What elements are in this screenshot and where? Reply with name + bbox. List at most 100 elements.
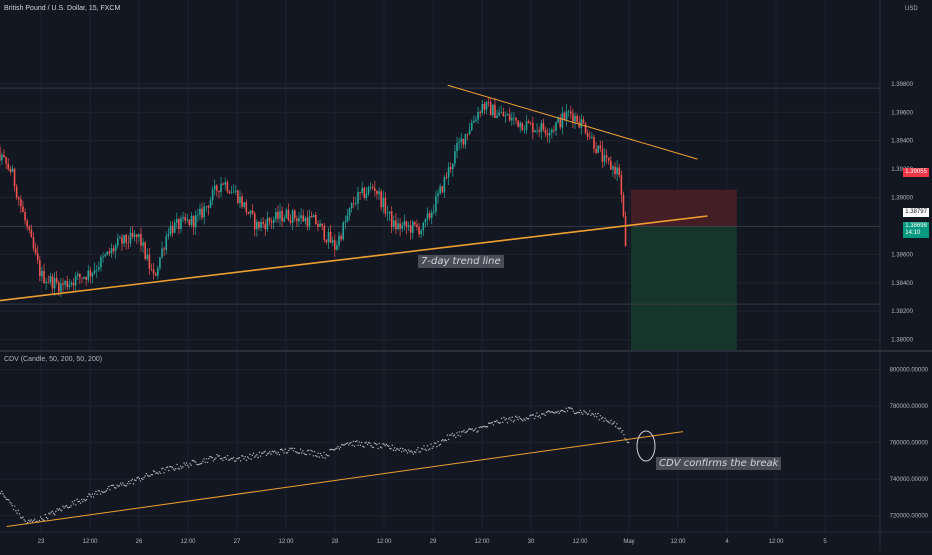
candle-body — [524, 130, 526, 131]
candle-body — [140, 234, 142, 246]
cdv-point — [580, 410, 581, 411]
cdv-point — [272, 451, 273, 452]
cdv-point — [118, 486, 119, 487]
cdv-point — [206, 458, 207, 459]
price-tick-label: 1.38000 — [891, 338, 913, 344]
cdv-point — [126, 485, 127, 486]
cdv-point — [582, 413, 583, 414]
cdv-point — [195, 462, 196, 463]
candle-body — [157, 268, 159, 275]
time-tick-label: 12:00 — [474, 539, 490, 545]
candle-body — [229, 191, 231, 193]
cdv-point — [229, 459, 230, 460]
candle-body — [323, 226, 325, 240]
indicator-title[interactable]: CDV (Candle, 50, 200, 50, 200) — [4, 356, 102, 363]
candle-body — [338, 236, 340, 246]
candle-body — [277, 212, 279, 219]
cdv-point — [308, 450, 309, 451]
candle-body — [106, 252, 108, 255]
candle-body — [176, 219, 178, 223]
cdv-point — [42, 519, 43, 520]
cdv-point — [268, 452, 269, 453]
candle-body — [3, 155, 5, 157]
cdv-point — [428, 449, 429, 450]
candle-body — [378, 191, 380, 194]
cdv-point — [158, 473, 159, 474]
cdv-point — [79, 501, 80, 502]
candle-body — [538, 130, 540, 132]
cdv-point — [586, 412, 587, 413]
cdv-point — [52, 510, 53, 511]
cdv-point — [316, 456, 317, 457]
cdv-point — [422, 448, 423, 449]
time-tick-label: May — [623, 539, 634, 545]
candle-body — [73, 283, 75, 286]
candle-body — [16, 186, 18, 197]
candle-body — [47, 282, 49, 283]
cdv-point — [519, 416, 520, 417]
candle-body — [155, 274, 157, 276]
cdv-point — [579, 412, 580, 413]
cdv-point — [467, 430, 468, 431]
candle-body — [296, 218, 298, 221]
cdv-point — [562, 410, 563, 411]
cdv-point — [533, 414, 534, 415]
cdv-point — [113, 485, 114, 486]
cdv-point — [225, 457, 226, 458]
candle-body — [490, 102, 492, 115]
cdv-point — [513, 421, 514, 422]
cdv-point — [34, 518, 35, 519]
cdv-point — [440, 444, 441, 445]
cdv-point — [537, 416, 538, 417]
symbol-title[interactable]: British Pound / U.S. Dollar, 15, FXCM — [4, 5, 120, 12]
cdv-point — [257, 457, 258, 458]
price-tick-label: 1.39000 — [891, 196, 913, 202]
cdv-point — [388, 446, 389, 447]
cdv-point — [514, 420, 515, 421]
cdv-point — [401, 451, 402, 452]
candle-body — [248, 212, 250, 214]
cdv-point — [140, 480, 141, 481]
cdv-point — [96, 494, 97, 495]
cdv-point — [322, 457, 323, 458]
candle-body — [199, 209, 201, 215]
candle-body — [334, 240, 336, 249]
candle-body — [119, 237, 121, 238]
cdv-point — [249, 454, 250, 455]
cdv-point — [305, 454, 306, 455]
cdv-point — [420, 451, 421, 452]
cdv-point — [75, 504, 76, 505]
cdv-point — [73, 503, 74, 504]
candle-body — [224, 182, 226, 185]
candle-body — [130, 233, 132, 244]
stop-price-badge: 1.39055 — [903, 168, 929, 177]
cdv-point — [323, 452, 324, 453]
cdv-point — [370, 445, 371, 446]
cdv-point — [564, 411, 565, 412]
cdv-point — [352, 445, 353, 446]
cdv-point — [174, 469, 175, 470]
cdv-point — [355, 441, 356, 442]
candle-body — [41, 271, 43, 276]
candle-body — [250, 211, 252, 214]
cdv-point — [466, 431, 467, 432]
candle-body — [1, 155, 3, 161]
candle-body — [397, 223, 399, 229]
cdv-point — [286, 452, 287, 453]
price-tick-label: 1.38200 — [891, 309, 913, 315]
cdv-point — [1, 491, 2, 492]
cdv-point — [436, 446, 437, 447]
cdv-point — [628, 442, 629, 443]
cdv-point — [600, 415, 601, 416]
cdv-point — [559, 412, 560, 413]
candle-body — [494, 105, 496, 118]
candle-body — [294, 211, 296, 219]
candle-body — [7, 164, 9, 169]
cdv-point — [389, 448, 390, 449]
cdv-point — [511, 417, 512, 418]
cdv-point — [464, 432, 465, 433]
cdv-point — [237, 458, 238, 459]
candle-body — [239, 197, 241, 203]
cdv-point — [106, 490, 107, 491]
candle-body — [43, 271, 45, 283]
